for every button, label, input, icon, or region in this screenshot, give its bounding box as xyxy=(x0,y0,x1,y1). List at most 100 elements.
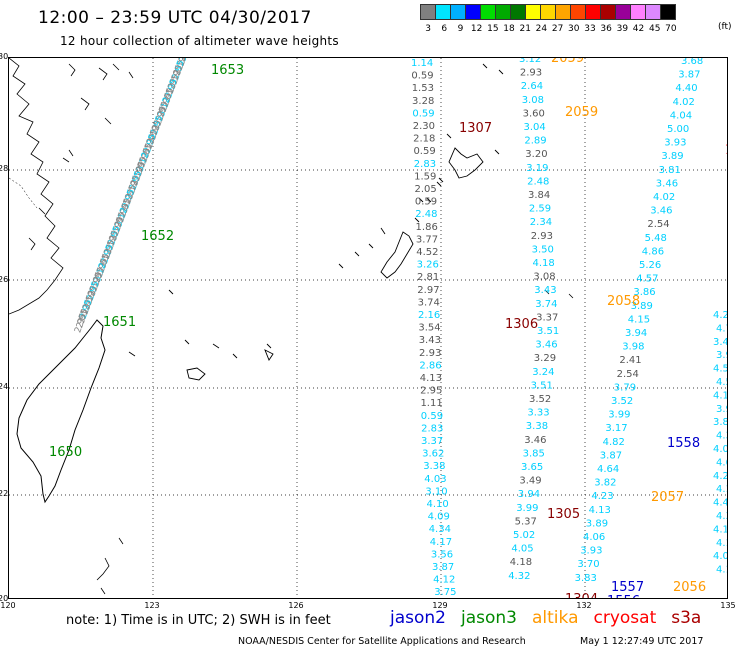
altika-swh-value: 3.08 xyxy=(533,272,555,283)
province-border xyxy=(9,177,38,209)
jason2-swh-value: 4.13 xyxy=(589,505,611,516)
cryosat-swh-value: 3.56 xyxy=(431,549,453,560)
cryosat-swh-value: 2.16 xyxy=(418,310,440,321)
jason2-swh-value: 4.23 xyxy=(591,491,613,502)
lon-label: 135 xyxy=(720,601,736,610)
jason2-swh-value: 3.89 xyxy=(631,301,653,312)
altika-swh-value: 3.29 xyxy=(534,353,556,364)
cryosat-swh-value: 3.75 xyxy=(434,587,456,598)
jason2-swh-value: 5.26 xyxy=(639,260,661,271)
legend-bin-label xyxy=(679,24,695,34)
taiwan-coastline xyxy=(16,319,106,504)
east-swh-value: 4.50 xyxy=(713,364,728,375)
altika-swh-value: 2.48 xyxy=(527,176,549,187)
pass-time-label: 2056 xyxy=(673,580,706,595)
cryosat-swh-value: 2.81 xyxy=(417,272,439,283)
pass-time-label: 1306 xyxy=(505,317,538,332)
jason2-swh-value: 2.41 xyxy=(619,355,641,366)
lon-label: 120 xyxy=(0,601,16,610)
jason2-swh-value: 5.48 xyxy=(645,233,667,244)
legend-swatch xyxy=(480,4,496,20)
jason2-swh-value: 4.06 xyxy=(583,532,605,543)
altika-swh-value: 3.94 xyxy=(518,489,540,500)
cryosat-swh-value: 2.48 xyxy=(415,209,437,220)
east-swh-value: 4.27 xyxy=(713,310,728,321)
east-swh-value: 3.40 xyxy=(713,337,728,348)
altika-swh-value: 3.46 xyxy=(535,340,557,351)
east-swh-value: 4.54 xyxy=(716,377,728,388)
lon-label: 129 xyxy=(432,601,448,610)
legend-swatch xyxy=(630,4,646,20)
east-swh-value: 4.12 xyxy=(713,524,728,535)
altika-swh-value: 3.37 xyxy=(536,312,558,323)
satellite-name-cryosat: cryosat xyxy=(593,608,657,628)
altika-swh-value: 3.19 xyxy=(526,163,548,174)
cryosat-swh-value: 4.03 xyxy=(424,474,446,485)
map-canvas: 3.122.952.953.122.952.953.122.952.953.12… xyxy=(9,58,728,598)
jason2-swh-value: 4.86 xyxy=(642,246,664,257)
legend-swatch xyxy=(660,4,676,20)
cryosat-swh-value: 0.59 xyxy=(413,146,435,157)
altika-swh-value: 3.85 xyxy=(523,448,545,459)
cryosat-swh-value: 3.28 xyxy=(412,96,434,107)
jason2-swh-value: 4.15 xyxy=(628,314,650,325)
altika-swh-value: 4.32 xyxy=(508,571,530,582)
legend-swatch xyxy=(450,4,466,20)
pass-time-label: 1557 xyxy=(611,580,644,595)
altika-swh-value: 3.50 xyxy=(532,244,554,255)
altika-swh-value: 3.12 xyxy=(519,58,541,65)
cryosat-swh-value: 4.12 xyxy=(433,575,455,586)
cryosat-swh-value: 3.10 xyxy=(425,486,447,497)
legend-swatch xyxy=(615,4,631,20)
legend-bin-label: 21 xyxy=(519,24,531,34)
legend-labels: 3 6 9 12 15 18 21 24 27 30 33 36 39 42 45 70 xyxy=(420,24,695,34)
pass-time-label: 2059 xyxy=(551,58,584,66)
cryosat-swh-value: 2.18 xyxy=(413,134,435,145)
jason2-swh-value: 4.40 xyxy=(675,83,697,94)
china-coastline xyxy=(9,58,64,315)
cryosat-swh-value: 0.59 xyxy=(411,71,433,82)
east-swh-value: 4.10 xyxy=(713,390,728,401)
jason2-swh-value: 4.04 xyxy=(670,110,692,121)
legend-bin-label: 45 xyxy=(648,24,661,34)
legend-swatch xyxy=(435,4,451,20)
pass-time-label: 2058 xyxy=(607,294,640,309)
lat-label: 20 xyxy=(0,594,9,603)
cryosat-swh-value: 3.54 xyxy=(418,323,440,334)
jason2-swh-value: 3.68 xyxy=(681,58,703,67)
satellite-tracks: 3.122.952.953.122.952.953.122.952.953.12… xyxy=(49,58,728,598)
east-swh-value: 4.31 xyxy=(716,511,728,522)
legend-swatch xyxy=(420,4,436,20)
cryosat-swh-value: 3.26 xyxy=(417,260,439,271)
pass-time-label: 1651 xyxy=(103,315,136,330)
altika-swh-value: 3.33 xyxy=(527,408,549,419)
pass-time-label: 1650 xyxy=(49,445,82,460)
legend-bin-label: 70 xyxy=(665,24,677,34)
satellite-legend: jason2 jason3 altika cryosat s3a xyxy=(390,608,716,628)
jason2-swh-value: 3.87 xyxy=(600,450,622,461)
altika-swh-value: 4.18 xyxy=(533,258,555,269)
lon-label: 123 xyxy=(144,601,160,610)
altika-swh-value: 2.64 xyxy=(521,81,543,92)
jason2-swh-value: 2.54 xyxy=(647,219,669,230)
legend-swatch xyxy=(645,4,661,20)
jason2-swh-value: 3.46 xyxy=(650,206,672,217)
cryosat-swh-value: 3.62 xyxy=(422,449,444,460)
east-swh-value: 4.14 xyxy=(716,538,728,549)
cryosat-swh-value: 3.37 xyxy=(421,436,443,447)
altika-swh-value: 3.52 xyxy=(529,394,551,405)
altika-swh-value: 3.04 xyxy=(524,122,546,133)
altika-swh-value: 4.05 xyxy=(511,544,533,555)
east-swh-value: 4.27 xyxy=(713,471,728,482)
altika-swh-value: 5.02 xyxy=(513,530,535,541)
altika-swh-value: 2.93 xyxy=(531,231,553,242)
east-swh-value: 4.17 xyxy=(716,565,728,576)
altika-swh-value: 2.89 xyxy=(524,136,546,147)
legend-bin-label: 39 xyxy=(616,24,629,34)
pass-time-label: 1305 xyxy=(547,507,580,522)
jason2-swh-value: 3.99 xyxy=(608,410,630,421)
generated-timestamp: May 1 12:27:49 UTC 2017 xyxy=(580,636,704,647)
cryosat-swh-value: 1.59 xyxy=(414,171,436,182)
jason2-swh-value: 3.86 xyxy=(633,287,655,298)
cryosat-swh-value: 4.09 xyxy=(428,512,450,523)
